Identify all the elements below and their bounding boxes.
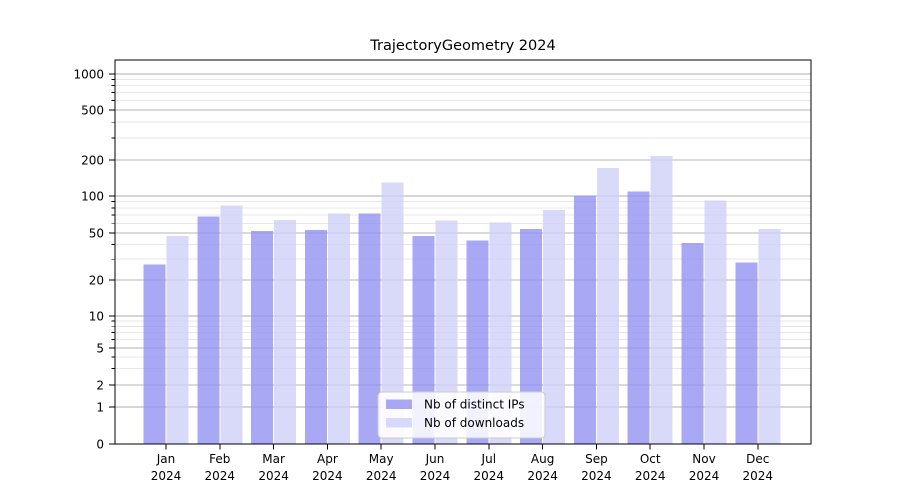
bar-distinct-ips (143, 264, 166, 444)
bar-distinct-ips (735, 262, 758, 444)
x-tick-label-year: 2024 (689, 469, 720, 483)
x-tick-label-month: Nov (692, 452, 715, 466)
bar-distinct-ips (358, 213, 381, 444)
x-tick-label-month: Sep (585, 452, 608, 466)
bar-downloads (704, 200, 727, 444)
x-tick-label-year: 2024 (258, 469, 289, 483)
x-tick-label-year: 2024 (527, 469, 558, 483)
bar-distinct-ips (681, 243, 704, 444)
x-tick-label-year: 2024 (474, 469, 505, 483)
x-tick-label-month: May (369, 452, 394, 466)
x-tick-label-year: 2024 (151, 469, 182, 483)
x-tick-label-year: 2024 (743, 469, 774, 483)
bar-distinct-ips (251, 230, 274, 444)
bar-downloads (758, 228, 781, 444)
bar-downloads (327, 213, 350, 444)
x-tick-label-month: Apr (317, 452, 338, 466)
x-tick-label-year: 2024 (312, 469, 343, 483)
x-tick-label-month: Feb (209, 452, 230, 466)
y-tick-label: 500 (81, 103, 104, 117)
chart-title: TrajectoryGeometry 2024 (369, 38, 555, 54)
bar-downloads (650, 156, 673, 444)
bar-distinct-ips (573, 195, 596, 444)
x-tick-label-month: Mar (262, 452, 285, 466)
x-tick-label-month: Oct (640, 452, 661, 466)
x-tick-label-year: 2024 (366, 469, 397, 483)
y-tick-label: 5 (96, 341, 104, 355)
legend-box (377, 391, 546, 439)
bar-distinct-ips (520, 228, 543, 444)
y-tick-label: 200 (81, 153, 104, 167)
y-tick-label: 1000 (73, 67, 104, 81)
y-tick-label: 50 (89, 226, 104, 240)
x-tick-label-year: 2024 (581, 469, 612, 483)
bar-downloads (543, 209, 566, 444)
y-tick-label: 0 (96, 437, 104, 451)
x-tick-label-year: 2024 (205, 469, 236, 483)
y-tick-label: 20 (89, 273, 104, 287)
bar-downloads (220, 205, 243, 444)
x-tick-label-year: 2024 (420, 469, 451, 483)
x-tick-label-month: Jan (156, 452, 176, 466)
bar-distinct-ips (304, 229, 327, 444)
bar-downloads (596, 167, 619, 444)
legend-label: Nb of downloads (424, 416, 524, 430)
bar-downloads (435, 220, 458, 444)
x-tick-label-month: Jun (425, 452, 445, 466)
bar-downloads (166, 236, 189, 444)
bar-downloads (381, 182, 404, 444)
plot-frame (114, 59, 812, 445)
bar-downloads (274, 219, 297, 444)
y-tick-label: 1 (96, 400, 104, 414)
legend-swatch-downloads (386, 418, 412, 428)
bar-downloads (489, 222, 512, 444)
x-tick-label-month: Jul (481, 452, 496, 466)
legend-label: Nb of distinct IPs (424, 398, 525, 412)
x-tick-label-year: 2024 (635, 469, 666, 483)
bar-distinct-ips (627, 191, 650, 444)
legend: Nb of distinct IPs Nb of downloads (377, 391, 546, 439)
legend-swatch-distinct-ips (386, 399, 412, 409)
bar-distinct-ips (197, 216, 220, 444)
y-tick-label: 10 (89, 309, 104, 323)
y-tick-label: 100 (81, 189, 104, 203)
y-tick-label: 2 (96, 378, 104, 392)
x-tick-label-month: Aug (531, 452, 554, 466)
axes: 0 1 2 5 10 20 50 100 200 500 1000 Jan 2024 Feb 2024 Mar… (73, 59, 812, 483)
x-tick-label-month: Dec (746, 452, 769, 466)
